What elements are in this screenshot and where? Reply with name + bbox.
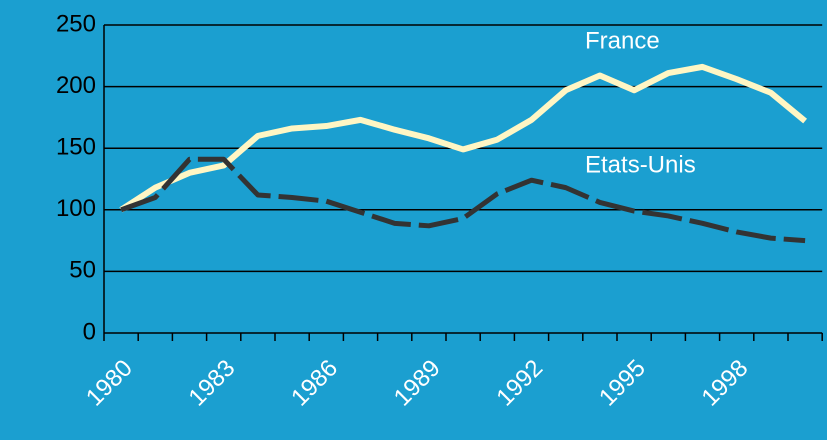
y-tick-label: 200 [56,72,96,99]
y-tick-label: 100 [56,195,96,222]
y-tick-label: 150 [56,134,96,161]
series-line [120,156,806,244]
x-tick-label: 1998 [697,355,754,412]
y-tick-label: 0 [83,318,96,345]
x-tick-label: 1995 [594,355,651,412]
x-tick-label: 1992 [491,355,548,412]
series-label: Etats-Unis [585,151,696,178]
y-tick-label: 50 [69,257,96,284]
series-label: France [585,27,660,54]
series-line [119,63,808,213]
x-tick-label: 1989 [389,355,446,412]
y-tick-label: 250 [56,10,96,37]
x-tick-label: 1986 [286,355,343,412]
x-tick-label: 1983 [184,355,241,412]
x-tick-label: 1980 [81,355,138,412]
